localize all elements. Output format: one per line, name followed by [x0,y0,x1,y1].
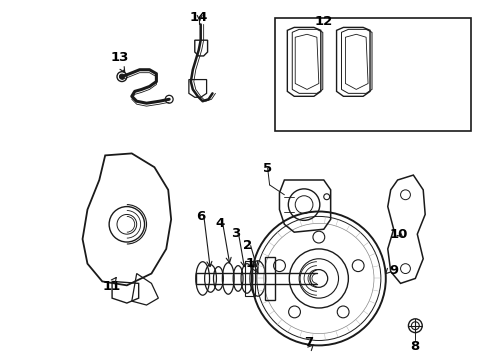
Bar [274,18,471,131]
Text: 2: 2 [244,239,252,252]
Text: 12: 12 [315,15,333,28]
Text: 4: 4 [216,217,225,230]
Text: 10: 10 [390,228,408,240]
Text: 8: 8 [411,339,420,352]
Text: 7: 7 [304,336,314,349]
Text: 14: 14 [190,11,208,24]
Text: 1: 1 [245,257,254,270]
Text: 5: 5 [263,162,272,175]
Text: 6: 6 [196,210,205,222]
Text: 11: 11 [103,280,121,293]
Text: 13: 13 [111,51,129,64]
Text: 3: 3 [231,227,241,240]
Text: 9: 9 [390,264,399,277]
Circle shape [120,74,124,79]
